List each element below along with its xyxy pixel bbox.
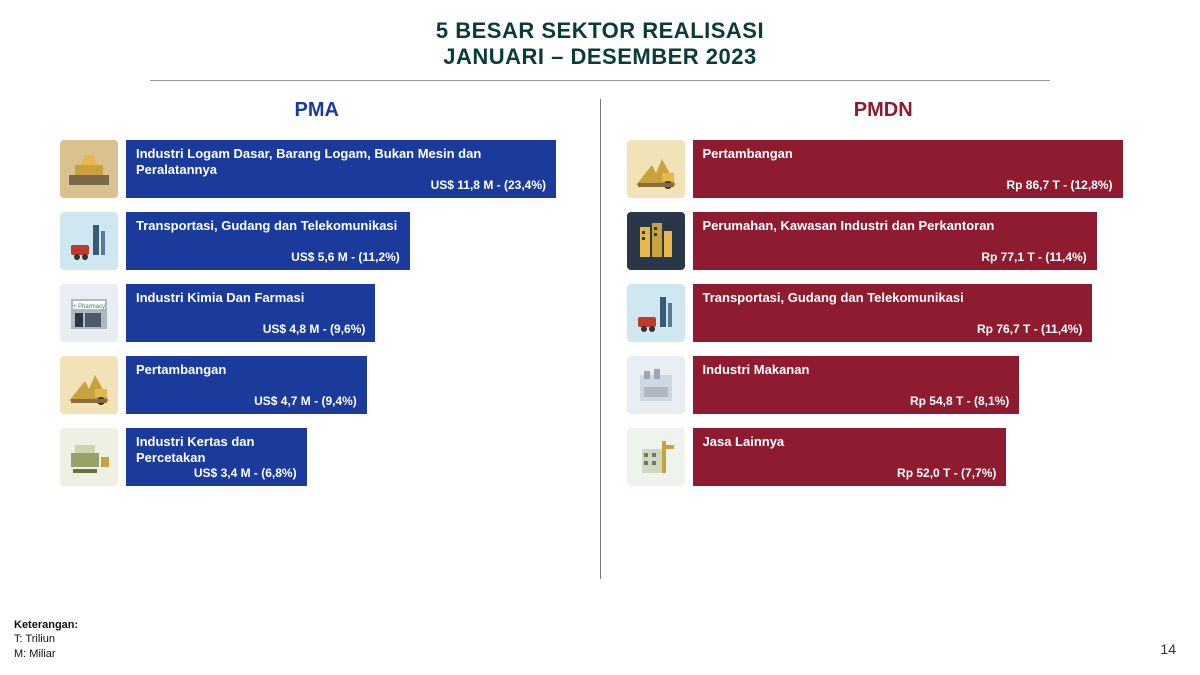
- column-divider: [600, 99, 601, 579]
- sector-label: Transportasi, Gudang dan Telekomunikasi: [136, 218, 400, 234]
- sector-value: US$ 5,6 M - (11,2%): [136, 250, 400, 264]
- sector-value: Rp 52,0 T - (7,7%): [703, 466, 997, 480]
- svg-text:+ Pharmacy: + Pharmacy: [73, 304, 105, 310]
- sector-row: Perumahan, Kawasan Industri dan Perkanto…: [627, 212, 1141, 270]
- transport-icon: [627, 284, 685, 342]
- title-block: 5 BESAR SEKTOR REALISASI JANUARI – DESEM…: [0, 0, 1200, 81]
- sector-row: Industri Kertas dan PercetakanUS$ 3,4 M …: [60, 428, 574, 486]
- sector-bar: Industri Makanan Rp 54,8 T - (8,1%): [693, 356, 1020, 414]
- legend-line-2: M: Miliar: [14, 647, 78, 661]
- legend-line-1: T: Triliun: [14, 632, 78, 646]
- mining-icon: [60, 356, 118, 414]
- sector-value: US$ 11,8 M - (23,4%): [136, 178, 546, 192]
- sector-bar: Industri Logam Dasar, Barang Logam, Buka…: [126, 140, 556, 198]
- sector-value: Rp 54,8 T - (8,1%): [703, 394, 1010, 408]
- sector-label: Industri Logam Dasar, Barang Logam, Buka…: [136, 146, 546, 177]
- transport-icon: [60, 212, 118, 270]
- sector-bar: Perumahan, Kawasan Industri dan Perkanto…: [693, 212, 1097, 270]
- sector-value: Rp 77,1 T - (11,4%): [703, 250, 1087, 264]
- sector-value: US$ 3,4 M - (6,8%): [136, 466, 297, 480]
- pharmacy-icon: + Pharmacy: [60, 284, 118, 342]
- sector-bar: Industri Kimia Dan Farmasi US$ 4,8 M - (9…: [126, 284, 375, 342]
- sector-label: Pertambangan: [136, 362, 357, 378]
- columns-container: PMA Industri Logam Dasar, Barang Logam, …: [0, 99, 1200, 579]
- sector-label: Industri Kimia Dan Farmasi: [136, 290, 365, 306]
- sector-value: Rp 86,7 T - (12,8%): [703, 178, 1113, 192]
- left-column: PMA Industri Logam Dasar, Barang Logam, …: [40, 99, 594, 579]
- sector-row: Transportasi, Gudang dan Telekomunikasi R…: [627, 284, 1141, 342]
- right-column: PMDN Pertambangan Rp 86,7 T - (12,8%) Peru…: [607, 99, 1161, 579]
- sector-row: Pertambangan Rp 86,7 T - (12,8%): [627, 140, 1141, 198]
- sector-value: US$ 4,7 M - (9,4%): [136, 394, 357, 408]
- printing-icon: [60, 428, 118, 486]
- sector-row: Jasa Lainnya Rp 52,0 T - (7,7%): [627, 428, 1141, 486]
- sector-label: Perumahan, Kawasan Industri dan Perkanto…: [703, 218, 1087, 234]
- left-rows: Industri Logam Dasar, Barang Logam, Buka…: [60, 140, 574, 486]
- sector-row: Transportasi, Gudang dan Telekomunikasi U…: [60, 212, 574, 270]
- sector-label: Industri Kertas dan Percetakan: [136, 434, 297, 465]
- sector-label: Jasa Lainnya: [703, 434, 997, 450]
- sector-bar: Pertambangan US$ 4,7 M - (9,4%): [126, 356, 367, 414]
- sector-bar: Transportasi, Gudang dan Telekomunikasi R…: [693, 284, 1093, 342]
- sector-value: US$ 4,8 M - (9,6%): [136, 322, 365, 336]
- food-icon: [627, 356, 685, 414]
- right-rows: Pertambangan Rp 86,7 T - (12,8%) Perumahan…: [627, 140, 1141, 486]
- sector-row: Industri Makanan Rp 54,8 T - (8,1%): [627, 356, 1141, 414]
- legend-title: Keterangan:: [14, 618, 78, 632]
- metal-icon: [60, 140, 118, 198]
- sector-label: Transportasi, Gudang dan Telekomunikasi: [703, 290, 1083, 306]
- title-line-1: 5 BESAR SEKTOR REALISASI: [0, 18, 1200, 44]
- title-line-2: JANUARI – DESEMBER 2023: [0, 44, 1200, 70]
- sector-bar: Jasa Lainnya Rp 52,0 T - (7,7%): [693, 428, 1007, 486]
- sector-row: Pertambangan US$ 4,7 M - (9,4%): [60, 356, 574, 414]
- sector-label: Industri Makanan: [703, 362, 1010, 378]
- mining-icon: [627, 140, 685, 198]
- sector-bar: Industri Kertas dan PercetakanUS$ 3,4 M …: [126, 428, 307, 486]
- legend: Keterangan: T: Triliun M: Miliar: [14, 618, 78, 661]
- title-underline: [150, 80, 1050, 81]
- right-header: PMDN: [627, 99, 1141, 122]
- sector-row: Industri Logam Dasar, Barang Logam, Buka…: [60, 140, 574, 198]
- left-header: PMA: [60, 99, 574, 122]
- buildings-icon: [627, 212, 685, 270]
- sector-row: + Pharmacy Industri Kimia Dan Farmasi US$ …: [60, 284, 574, 342]
- sector-bar: Transportasi, Gudang dan Telekomunikasi U…: [126, 212, 410, 270]
- sector-label: Pertambangan: [703, 146, 1113, 162]
- sector-value: Rp 76,7 T - (11,4%): [703, 322, 1083, 336]
- services-icon: [627, 428, 685, 486]
- page-number: 14: [1160, 641, 1176, 657]
- sector-bar: Pertambangan Rp 86,7 T - (12,8%): [693, 140, 1123, 198]
